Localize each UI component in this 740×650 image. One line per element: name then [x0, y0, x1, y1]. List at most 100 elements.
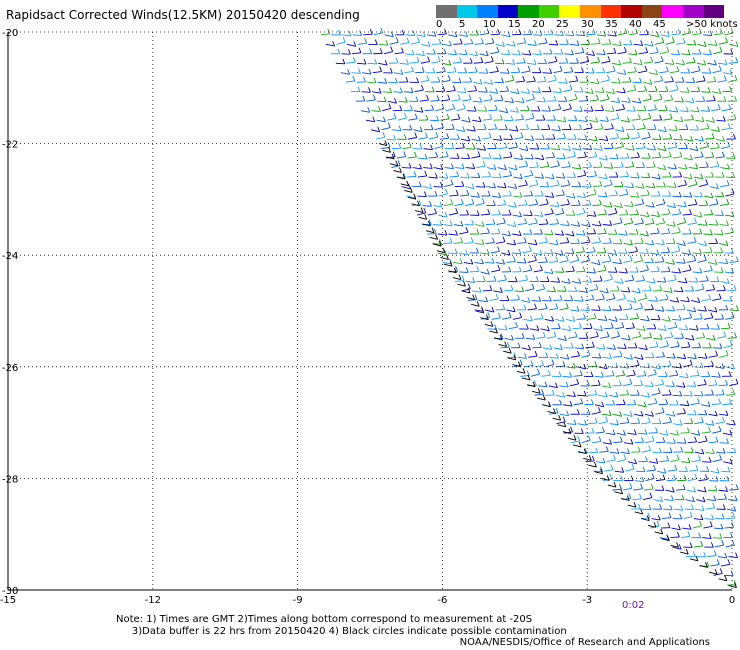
wind-barb — [398, 100, 408, 103]
wind-barb-feather — [632, 322, 635, 328]
wind-barb-feather — [663, 325, 667, 331]
wind-barb-feather — [538, 342, 542, 348]
wind-barb — [680, 535, 691, 538]
wind-barb-feather — [710, 542, 714, 548]
wind-barb-feather — [679, 171, 683, 178]
wind-barb — [706, 337, 716, 341]
wind-barb-feather — [451, 163, 454, 169]
wind-barb-feather — [480, 57, 484, 63]
wind-barb — [536, 100, 546, 103]
wind-barb — [554, 252, 564, 256]
wind-barb-feather — [661, 306, 665, 312]
wind-barb — [512, 195, 522, 198]
wind-barb-feather — [711, 514, 714, 520]
edge-barb — [457, 283, 466, 287]
wind-barb — [648, 72, 658, 75]
wind-barb-feather — [656, 265, 660, 272]
wind-barb-feather — [674, 322, 678, 328]
wind-barb-feather — [530, 190, 534, 196]
wind-barb-feather — [502, 217, 506, 224]
wind-barb — [553, 70, 563, 74]
edge-barb-feather — [476, 301, 480, 307]
wind-barb — [499, 90, 509, 93]
wind-barb — [443, 224, 453, 227]
wind-barb-feather — [520, 154, 524, 160]
wind-barb-feather — [720, 229, 724, 235]
wind-barb — [508, 326, 518, 330]
wind-barb — [649, 34, 659, 38]
wind-barb-feather — [701, 116, 705, 122]
wind-barb-feather — [544, 58, 547, 64]
wind-barb — [729, 488, 739, 491]
wind-barb-feather — [569, 103, 572, 109]
wind-barb-feather — [703, 59, 707, 66]
wind-barb — [423, 148, 433, 151]
wind-barb-feather — [669, 416, 672, 423]
wind-barb — [554, 34, 564, 36]
wind-barb — [471, 138, 481, 142]
wind-barb-feather — [663, 164, 667, 170]
wind-barb-feather — [613, 344, 616, 350]
wind-barb-feather — [525, 160, 529, 166]
wind-barb-feather — [467, 283, 471, 290]
wind-barb — [680, 461, 690, 464]
wind-barb — [402, 146, 412, 150]
wind-barb — [604, 128, 614, 131]
wind-barb — [620, 422, 630, 425]
edge-barb — [480, 317, 489, 321]
wind-barb — [673, 423, 683, 426]
wind-barb-feather — [550, 29, 554, 35]
wind-barb-feather — [347, 69, 351, 75]
wind-barb-feather — [559, 294, 563, 301]
wind-barb — [414, 89, 424, 93]
wind-barb-feather — [693, 409, 697, 416]
wind-barb-feather — [636, 312, 640, 319]
wind-barb-feather — [362, 95, 366, 102]
wind-barb-feather — [689, 173, 693, 179]
wind-barb-feather — [722, 416, 725, 423]
wind-barb-feather — [650, 483, 654, 490]
wind-barb-feather — [394, 97, 397, 104]
wind-barb-feather — [517, 294, 520, 300]
wind-barb-feather — [427, 41, 431, 47]
wind-barb-feather — [691, 504, 694, 510]
wind-barb — [382, 108, 391, 112]
wind-barb-feather — [693, 236, 697, 243]
wind-barb-feather — [555, 303, 559, 309]
wind-barb-feather — [693, 255, 697, 261]
wind-barb — [591, 411, 601, 415]
wind-barb — [431, 60, 441, 64]
wind-barb-feather — [465, 267, 469, 273]
wind-barb-feather — [593, 228, 597, 234]
wind-barb — [600, 79, 610, 83]
wind-barb — [597, 318, 607, 321]
wind-barb-feather — [357, 86, 361, 92]
wind-barb — [378, 43, 388, 46]
wind-barb-feather — [703, 41, 707, 47]
wind-barb-feather — [583, 363, 587, 370]
wind-barb — [667, 167, 677, 170]
wind-barb-feather — [443, 249, 447, 255]
wind-barb-feather — [678, 208, 682, 214]
wind-barb-feather — [327, 28, 331, 35]
wind-barb — [483, 81, 493, 85]
wind-barb-feather — [504, 142, 508, 148]
wind-barb-feather — [583, 170, 587, 176]
wind-barb-feather — [484, 86, 488, 93]
wind-barb-feather — [616, 419, 619, 425]
wind-barb-feather — [643, 105, 647, 111]
wind-barb-feather — [659, 285, 663, 291]
edge-barb-feather — [446, 254, 449, 260]
wind-barb-feather — [669, 287, 673, 293]
wind-barb — [550, 280, 560, 283]
wind-barb — [617, 51, 627, 55]
wind-barb-feather — [694, 199, 698, 205]
wind-barb — [424, 109, 434, 112]
wind-barb-feather — [569, 371, 573, 378]
wind-barb — [679, 375, 689, 379]
wind-barb-feather — [461, 180, 465, 187]
wind-barb — [686, 309, 696, 313]
wind-barb-feather — [698, 455, 701, 461]
edge-barb — [386, 156, 395, 160]
wind-barb-feather — [414, 151, 417, 158]
